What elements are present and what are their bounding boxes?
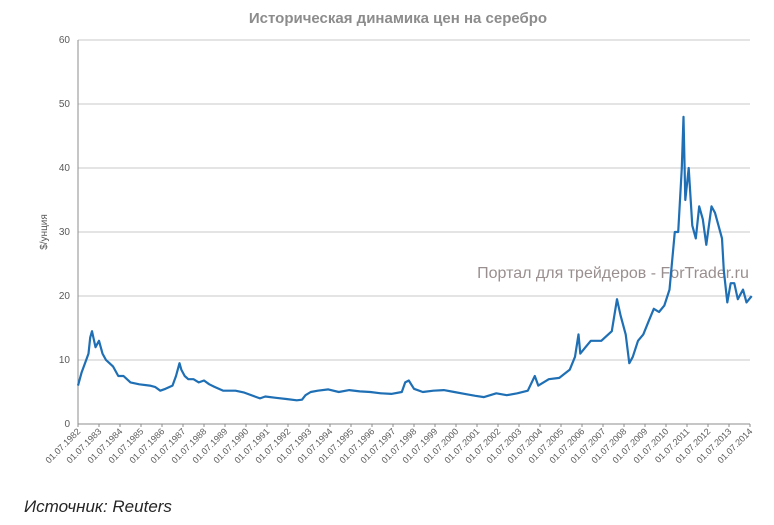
y-tick-label: 60 bbox=[59, 35, 71, 46]
source-caption: Источник: Reuters bbox=[24, 497, 172, 516]
y-axis-label: $/унция bbox=[39, 214, 50, 250]
chart-series bbox=[76, 115, 753, 402]
x-axis-ticks: 01.07.198201.07.198301.07.198401.07.1985… bbox=[43, 424, 754, 465]
y-tick-label: 30 bbox=[59, 227, 71, 238]
chart-title: Историческая динамика цен на серебро bbox=[249, 10, 547, 27]
y-tick-label: 50 bbox=[59, 99, 71, 110]
series-line bbox=[76, 115, 753, 402]
watermark-text: Портал для трейдеров - ForTrader.ru bbox=[477, 265, 749, 282]
y-axis-ticks: 0 10 20 30 40 50 60 bbox=[59, 35, 71, 430]
y-tick-label: 0 bbox=[64, 419, 70, 430]
y-tick-label: 20 bbox=[59, 291, 71, 302]
y-tick-label: 10 bbox=[59, 355, 71, 366]
y-tick-label: 40 bbox=[59, 163, 71, 174]
chart-grid bbox=[77, 39, 750, 425]
